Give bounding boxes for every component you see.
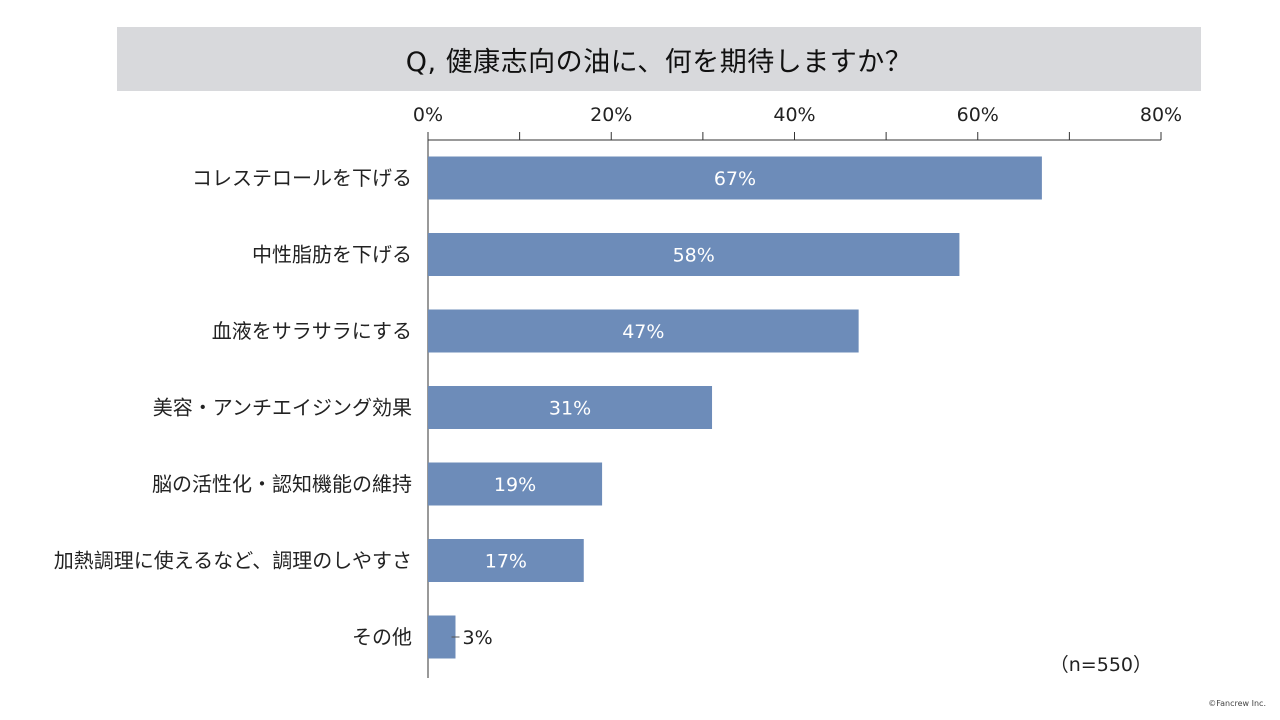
category-label: 血液をサラサラにする bbox=[212, 319, 412, 343]
data-label: 67% bbox=[714, 168, 756, 190]
bar bbox=[428, 386, 713, 429]
data-label: 3% bbox=[462, 627, 492, 649]
axis-layer: 0% 20% 40% 60% 80% bbox=[413, 104, 1182, 678]
bar bbox=[428, 233, 960, 276]
bar bbox=[428, 615, 456, 659]
category-label: コレステロールを下げる bbox=[192, 166, 412, 190]
x-tick-label: 40% bbox=[773, 104, 815, 126]
bar bbox=[428, 462, 603, 506]
title-band: Q, 健康志向の油に、何を期待しますか？ bbox=[117, 27, 1201, 91]
data-label: 17% bbox=[485, 551, 527, 573]
x-tick-label: 20% bbox=[590, 104, 632, 126]
category-label: その他 bbox=[352, 625, 412, 649]
bar bbox=[428, 156, 1042, 200]
bar bbox=[428, 309, 859, 353]
x-tick-label: 0% bbox=[413, 104, 443, 126]
bar bbox=[428, 539, 584, 582]
data-label: 58% bbox=[673, 245, 715, 267]
data-label: 19% bbox=[494, 474, 536, 496]
labels-layer: コレステロールを下げる 67% 中性脂肪を下げる 58% 血液をサラサラにする 47% 美容… bbox=[54, 166, 756, 649]
copyright-credit: ©Fancrew Inc. bbox=[1208, 699, 1266, 708]
x-tick-label: 60% bbox=[957, 104, 999, 126]
x-tick-label: 80% bbox=[1140, 104, 1182, 126]
sample-size-note: （n=550） bbox=[1049, 654, 1152, 676]
chart-title: Q, 健康志向の油に、何を期待しますか？ bbox=[405, 46, 913, 78]
bars-layer bbox=[428, 156, 1042, 659]
data-label: 47% bbox=[622, 321, 664, 343]
category-label: 美容・アンチエイジング効果 bbox=[153, 396, 412, 420]
data-label: 31% bbox=[549, 398, 591, 420]
category-label: 脳の活性化・認知機能の維持 bbox=[152, 472, 412, 496]
category-label: 加熱調理に使えるなど、調理のしやすさ bbox=[54, 549, 412, 573]
category-label: 中性脂肪を下げる bbox=[252, 243, 412, 267]
